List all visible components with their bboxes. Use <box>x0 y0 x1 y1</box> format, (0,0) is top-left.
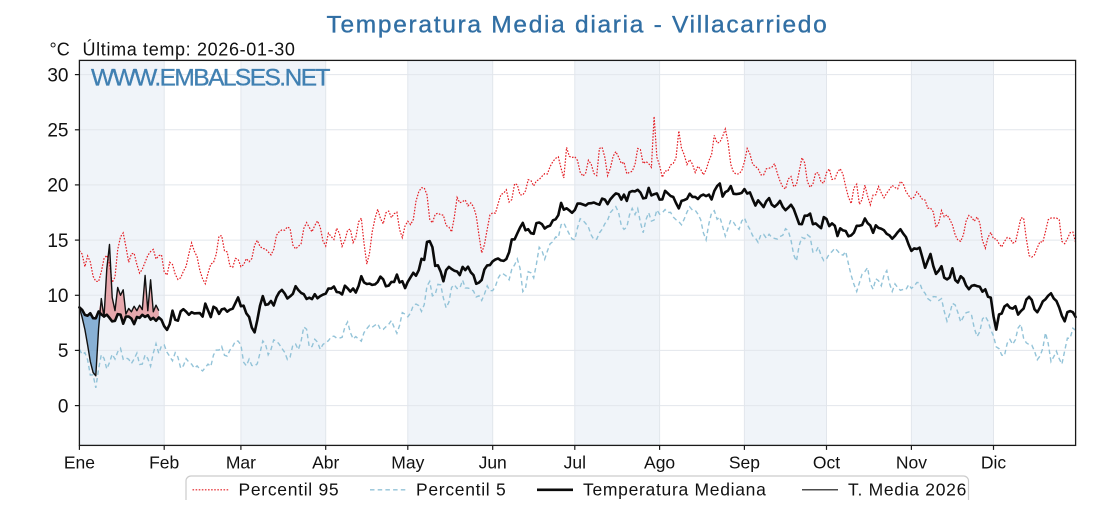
svg-text:Ene: Ene <box>64 452 95 472</box>
svg-text:°C: °C <box>50 39 70 59</box>
svg-text:Feb: Feb <box>149 452 179 472</box>
svg-text:May: May <box>391 452 424 472</box>
svg-text:Ago: Ago <box>644 452 675 472</box>
svg-text:Sep: Sep <box>729 452 760 472</box>
svg-text:5: 5 <box>58 341 69 362</box>
svg-text:Mar: Mar <box>226 452 256 472</box>
svg-text:Percentil 5: Percentil 5 <box>416 479 506 499</box>
svg-text:0: 0 <box>58 396 69 417</box>
svg-text:15: 15 <box>47 231 68 252</box>
svg-text:25: 25 <box>47 121 68 142</box>
svg-text:Nov: Nov <box>896 452 927 472</box>
svg-text:T. Media 2026: T. Media 2026 <box>848 479 967 499</box>
svg-text:Jun: Jun <box>479 452 507 472</box>
svg-text:10: 10 <box>47 286 68 307</box>
svg-text:Oct: Oct <box>813 452 840 472</box>
svg-text:Abr: Abr <box>312 452 339 472</box>
svg-text:30: 30 <box>47 65 68 86</box>
svg-text:Percentil 95: Percentil 95 <box>239 479 340 499</box>
svg-text:20: 20 <box>47 176 68 197</box>
svg-text:Dic: Dic <box>981 452 1007 472</box>
svg-text:Temperatura Mediana: Temperatura Mediana <box>583 479 767 499</box>
svg-text:Última temp: 2026-01-30: Última temp: 2026-01-30 <box>83 38 296 59</box>
svg-text:WWW.EMBALSES.NET: WWW.EMBALSES.NET <box>91 65 331 92</box>
svg-text:Temperatura Media diaria - Vil: Temperatura Media diaria - Villacarriedo <box>327 11 829 38</box>
svg-text:Jul: Jul <box>564 452 586 472</box>
